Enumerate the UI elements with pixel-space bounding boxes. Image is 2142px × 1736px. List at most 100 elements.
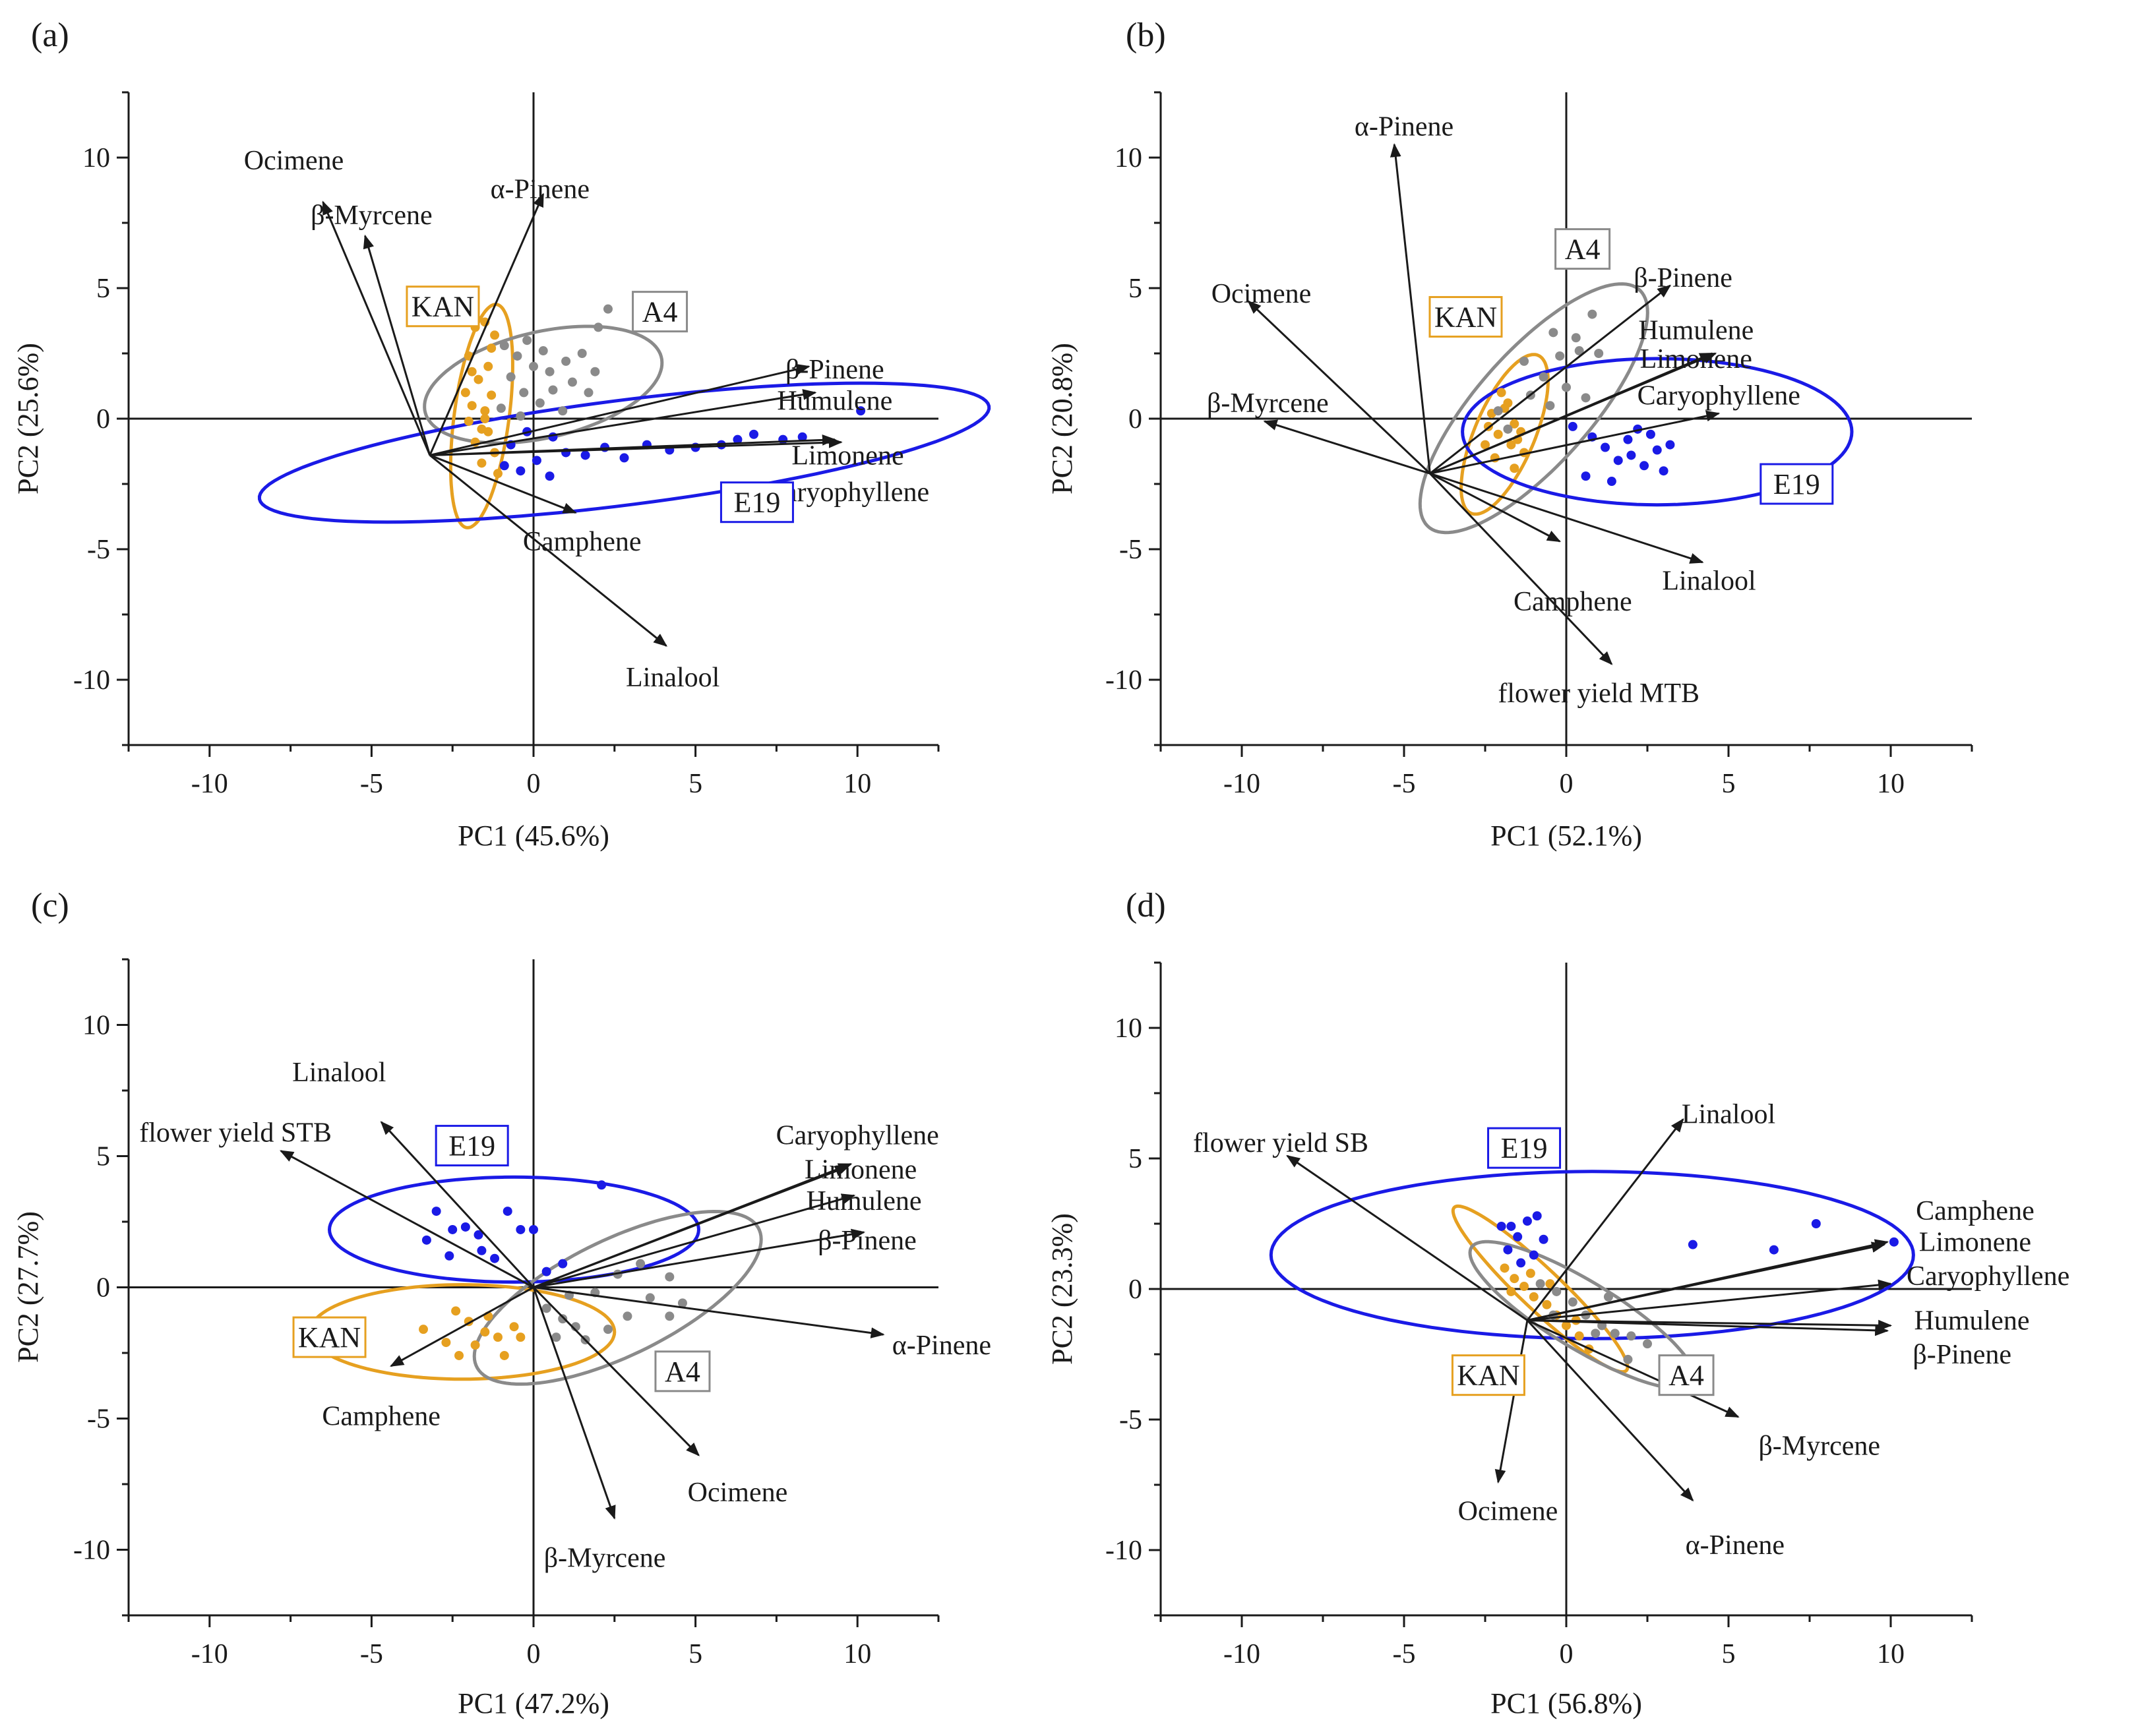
panel-c-axes: -10 -5 0 5 10 -10 -5 0 5 10 — [73, 958, 940, 1669]
panel-a-y-tick-label: -5 — [87, 535, 110, 565]
panel-c-point-e19 — [597, 1180, 607, 1190]
panel-b-vector-label-limonene: Limonene — [1640, 344, 1752, 374]
panel-a-vector-label-limonene: Limonene — [791, 440, 903, 471]
panel-b-x-tick-label: 0 — [1560, 769, 1574, 799]
panel-c-y-tick-label: 10 — [82, 1011, 110, 1041]
panel-c: (c) -10 -5 0 5 10 -10 -5 0 5 10 Linalool flower yi… — [12, 887, 991, 1720]
panel-a-point-e19 — [733, 434, 743, 444]
panel-b-vector-label-beta-myrcene: β-Myrcene — [1207, 388, 1329, 419]
panel-b-point-a4 — [1587, 309, 1597, 319]
panel-a-point-kan — [487, 344, 497, 353]
panel-d-vector-label-beta-pinene: β-Pinene — [1912, 1340, 2011, 1370]
panel-c-vector-label-linalool: Linalool — [292, 1058, 386, 1088]
panel-b-ellipses — [1418, 282, 1854, 535]
panel-d-x-tick-label: 5 — [1722, 1639, 1736, 1669]
panel-a-x-tick-label: -10 — [191, 769, 228, 799]
panel-a-point-a4 — [516, 411, 526, 421]
panel-c-y-axis-title: PC2 (27.7%) — [12, 1211, 44, 1363]
panel-d-point-kan — [1542, 1300, 1552, 1309]
panel-d-vector-caryophyllene — [1527, 1279, 1893, 1322]
panel-d-vector-flower-yield-sb — [1286, 1154, 1528, 1321]
panel-b-axes: -10 -5 0 5 10 -10 -5 0 5 10 — [1105, 91, 1973, 799]
panel-d-point-e19 — [1513, 1232, 1523, 1242]
panel-b-group-box-a4 — [1554, 228, 1611, 270]
panel-c-point-kan — [480, 1327, 490, 1337]
panel-a-point-a4 — [594, 322, 603, 332]
panel-d-group-box-e19 — [1487, 1127, 1562, 1169]
panel-c-x-tick-label: 0 — [527, 1639, 541, 1669]
panel-a-x-tick-label: 5 — [688, 769, 702, 799]
panel-c-point-e19 — [421, 1235, 431, 1245]
panel-a-point-kan — [483, 361, 493, 371]
panel-c-vector-ocimene — [532, 1286, 700, 1456]
panel-d-point-kan — [1510, 1274, 1519, 1284]
panel-c-vector-label-beta-pinene: β-Pinene — [818, 1226, 917, 1256]
panel-b-points — [1481, 309, 1675, 487]
panel-d-letter: (d) — [1126, 887, 1166, 924]
panel-c-vector-humulene — [533, 1193, 856, 1288]
panel-c-x-tick-label: -5 — [360, 1639, 383, 1669]
panel-a-point-a4 — [506, 372, 516, 382]
panel-d-point-a4 — [1591, 1329, 1601, 1338]
panel-c-vector-label-beta-myrcene: β-Myrcene — [544, 1543, 666, 1573]
panel-a-vector-label-alpha-pinene: α-Pinene — [491, 175, 590, 205]
panel-b-group-label-e19: E19 — [1773, 468, 1820, 500]
panel-d-point-e19 — [1529, 1250, 1539, 1260]
panel-d-loading-vectors — [1286, 1118, 1893, 1502]
panel-d-point-kan — [1545, 1279, 1555, 1289]
panel-d-vector-label-humulene: Humulene — [1914, 1306, 2030, 1336]
panel-c-point-kan — [451, 1306, 461, 1316]
panel-d-vector-beta-pinene — [1527, 1319, 1889, 1336]
panel-c-ellipse-a4 — [472, 1209, 763, 1386]
panel-b-point-e19 — [1639, 461, 1649, 471]
panel-a-group-label-kan: KAN — [412, 291, 474, 323]
panel-b-vector-camphene — [1429, 472, 1562, 543]
panel-b-vector-beta-pinene — [1429, 284, 1672, 475]
panel-d-x-tick-label: 10 — [1877, 1639, 1905, 1669]
panel-a-point-a4 — [603, 304, 613, 314]
panel-b-y-tick-label: -10 — [1105, 665, 1142, 696]
panel-a-point-e19 — [749, 429, 759, 439]
panel-a-x-tick-label: 0 — [527, 769, 541, 799]
panel-b-y-tick-label: 10 — [1115, 143, 1142, 173]
panel-a-point-a4 — [545, 367, 555, 376]
panel-d-point-e19 — [1688, 1240, 1698, 1249]
panel-a-point-a4 — [558, 406, 568, 416]
panel-a-x-axis-title: PC1 (45.6%) — [458, 820, 609, 852]
panel-b-point-kan — [1510, 464, 1519, 473]
panel-b-point-e19 — [1606, 477, 1616, 487]
panel-a-vector-humulene — [429, 389, 817, 456]
panel-a-group-label-e19: E19 — [733, 487, 780, 519]
panel-d-vector-label-limonene: Limonene — [1919, 1228, 2031, 1258]
panel-a-point-e19 — [499, 461, 509, 471]
panel-b-point-kan — [1506, 440, 1516, 450]
panel-c-point-a4 — [677, 1298, 687, 1308]
panel-a-point-kan — [467, 367, 477, 376]
panel-c-point-e19 — [516, 1224, 526, 1234]
panel-c-point-e19 — [558, 1259, 568, 1269]
panel-d-point-a4 — [1610, 1329, 1620, 1338]
panel-b-point-a4 — [1555, 351, 1565, 361]
panel-b-vector-beta-myrcene — [1263, 419, 1430, 475]
panel-d-point-e19 — [1811, 1219, 1821, 1228]
panel-b-vector-label-humulene: Humulene — [1638, 315, 1754, 345]
panel-a-point-e19 — [580, 450, 590, 460]
panel-c-vector-beta-pinene — [533, 1228, 866, 1288]
panel-c-point-a4 — [665, 1311, 675, 1321]
panel-a-vector-linalool — [429, 454, 668, 647]
panel-c-x-tick-label: -10 — [191, 1639, 228, 1669]
panel-c-point-e19 — [448, 1224, 458, 1234]
panel-d-point-a4 — [1643, 1339, 1652, 1349]
panel-b-point-a4 — [1562, 382, 1571, 392]
panel-c-point-a4 — [551, 1332, 561, 1342]
panel-d-vector-beta-myrcene — [1527, 1319, 1740, 1418]
panel-d-vector-limonene — [1527, 1242, 1886, 1321]
panel-a-vector-label-humulene: Humulene — [777, 386, 892, 416]
panel-b-vector-label-ocimene: Ocimene — [1211, 279, 1312, 309]
panel-b-group-box-kan — [1428, 296, 1503, 338]
panel-d-point-kan — [1562, 1321, 1571, 1331]
panel-a-point-a4 — [577, 349, 587, 358]
panel-b-point-a4 — [1519, 356, 1529, 366]
panel-c-point-a4 — [558, 1314, 568, 1324]
panel-c-point-e19 — [474, 1230, 483, 1240]
